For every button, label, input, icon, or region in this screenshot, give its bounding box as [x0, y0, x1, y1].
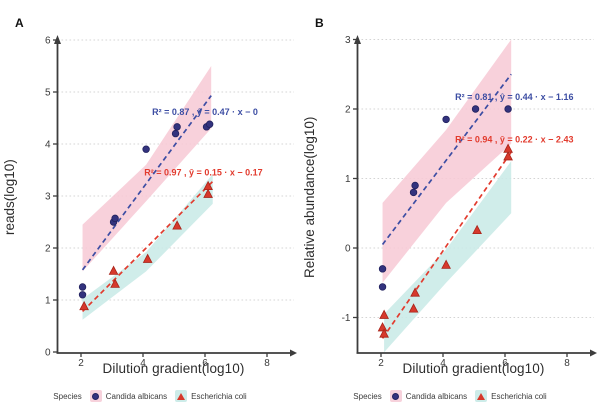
x-tick-label: 6: [502, 358, 508, 369]
data-point-ecoli: [203, 180, 213, 191]
data-point-ecoli: [379, 309, 389, 319]
x-tick-label: 6: [202, 358, 208, 369]
x-tick-label: 2: [78, 358, 84, 369]
data-point-ecoli: [441, 259, 451, 269]
data-point-ecoli: [142, 253, 153, 263]
x-tick-label: 4: [440, 358, 446, 369]
y-tick-label: 3: [45, 192, 51, 203]
data-point-ecoli: [79, 300, 89, 311]
data-point-candida: [78, 283, 87, 291]
legend-label-ecoli: Escherichia coli: [191, 391, 247, 401]
y-tick-label: 0: [45, 348, 51, 359]
regression-annotation-candida: R² = 0.81 , ŷ = 0.44 · x − 1.16: [455, 92, 573, 102]
regression-annotation-candida: R² = 0.87 , ŷ = 0.47 · x − 0: [152, 107, 258, 117]
legend-label-ecoli: Escherichia coli: [491, 391, 547, 401]
data-point-candida: [378, 283, 387, 291]
confidence-band-ecoli: [384, 161, 512, 353]
data-point-candida: [142, 145, 150, 153]
trend-line-ecoli: [381, 151, 512, 339]
triangle-marker-icon: [177, 392, 186, 400]
legend-item-candida: Candida albicans: [389, 390, 468, 402]
ecoli-legend-key: [175, 390, 188, 402]
triangle-marker-icon: [477, 392, 486, 400]
panel-b-label: B: [315, 16, 324, 30]
y-tick-label: 1: [45, 296, 51, 307]
panel-b-x-axis-title: Dilution gradient(log10): [402, 361, 545, 376]
legend-label-candida: Candida albicans: [405, 391, 468, 401]
x-tick-label: 4: [140, 358, 146, 369]
regression-annotation-ecoli: R² = 0.97 , ŷ = 0.15 · x − 0.17: [144, 168, 262, 178]
y-tick-label: 3: [345, 35, 351, 46]
legend-label-candida: Candida albicans: [105, 391, 168, 401]
data-point-ecoli: [172, 220, 182, 230]
data-point-candida: [411, 181, 419, 190]
data-point-candida: [173, 123, 181, 131]
panel-a-legend: Species Candida albicans Escherichia col…: [0, 390, 300, 402]
panel-a-label: A: [15, 16, 24, 30]
legend-item-candida: Candida albicans: [89, 390, 168, 402]
data-point-candida: [378, 265, 387, 273]
data-point-ecoli: [108, 265, 119, 275]
data-point-ecoli: [203, 188, 213, 198]
panel-b: B Relative abundance(log10) R² = 0.81 , …: [300, 0, 600, 415]
data-point-ecoli: [110, 278, 120, 288]
x-axis-arrow-icon: [590, 349, 597, 357]
trend-line-candida: [81, 95, 212, 271]
ecoli-legend-key: [475, 390, 488, 402]
data-point-candida: [409, 188, 418, 197]
regression-annotation-ecoli: R² = 0.94 , ŷ = 0.22 · x − 2.43: [455, 135, 573, 145]
y-tick-label: 5: [45, 88, 51, 99]
trend-line-ecoli: [81, 180, 214, 313]
data-point-candida: [471, 105, 480, 113]
data-point-candida: [111, 214, 119, 223]
y-tick-label: 4: [45, 140, 51, 151]
circle-marker-icon: [392, 392, 400, 400]
circle-marker-icon: [92, 392, 100, 400]
confidence-band-candida: [382, 39, 512, 283]
y-tick-label: 0: [345, 244, 351, 255]
data-point-candida: [442, 115, 450, 124]
trend-line-candida: [381, 73, 512, 246]
y-tick-label: 2: [345, 105, 351, 116]
y-tick-label: 6: [45, 36, 51, 47]
y-tick-label: 2: [45, 244, 51, 255]
data-point-candida: [171, 129, 180, 138]
data-point-candida: [205, 120, 214, 128]
legend-item-ecoli: Escherichia coli: [175, 390, 247, 402]
legend-title: Species: [53, 391, 82, 401]
panel-a-x-axis-title: Dilution gradient(log10): [102, 361, 245, 376]
data-point-ecoli: [503, 151, 513, 161]
panel-b-legend: Species Candida albicans Escherichia col…: [300, 390, 600, 402]
y-tick-label: -1: [342, 313, 351, 324]
x-tick-label: 8: [564, 358, 570, 369]
x-tick-label: 8: [264, 358, 270, 369]
legend-title: Species: [353, 391, 382, 401]
data-point-ecoli: [377, 322, 388, 332]
candida-legend-key: [89, 390, 102, 402]
data-point-ecoli: [410, 287, 420, 297]
data-point-ecoli: [408, 303, 419, 313]
x-axis-arrow-icon: [290, 349, 297, 357]
panel-b-scatter-plot: R² = 0.81 , ŷ = 0.44 · x − 1.16 R² = 0.94…: [342, 35, 597, 369]
panel-a: A reads(log10) R² = 0.87 , ŷ = 0.47 · x …: [0, 16, 300, 402]
y-tick-label: 1: [345, 174, 351, 185]
legend-item-ecoli: Escherichia coli: [475, 390, 547, 402]
data-point-ecoli: [503, 143, 513, 153]
data-point-candida: [78, 291, 87, 299]
x-tick-label: 2: [378, 358, 384, 369]
data-point-candida: [504, 105, 512, 113]
data-point-ecoli: [379, 328, 389, 338]
data-point-ecoli: [472, 224, 482, 235]
candida-legend-key: [389, 390, 402, 402]
panel-a-scatter-plot: R² = 0.87 , ŷ = 0.47 · x − 0 R² = 0.97 , …: [45, 35, 297, 369]
